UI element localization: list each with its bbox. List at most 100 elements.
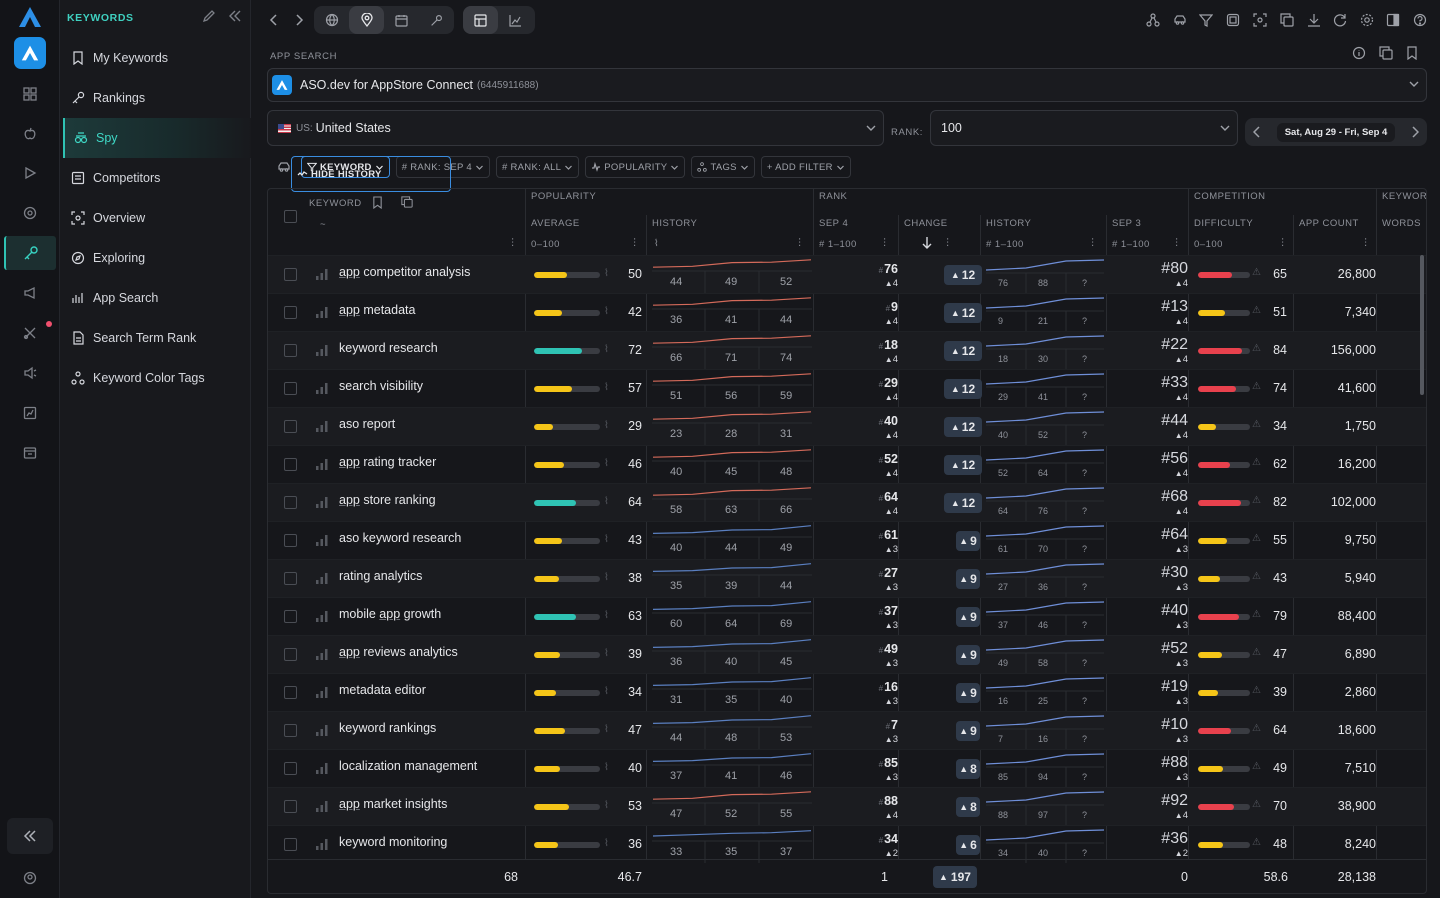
tools-icon[interactable] bbox=[20, 323, 40, 343]
copy-header-icon[interactable] bbox=[401, 196, 413, 208]
sort-desc-icon[interactable] bbox=[921, 236, 933, 250]
share-network-icon[interactable] bbox=[1143, 10, 1163, 30]
col-popularity-history[interactable]: HISTORY bbox=[652, 218, 698, 229]
row-checkbox[interactable] bbox=[284, 648, 297, 661]
row-checkbox[interactable] bbox=[284, 382, 297, 395]
sidebar-item-overview[interactable]: Overview bbox=[60, 198, 251, 238]
table-row[interactable]: rating analytics ⌇ 38 35 39 44 #27 ▲3 ▲ 9 27 36? #30… bbox=[268, 559, 1426, 597]
signal-bars-icon[interactable] bbox=[316, 648, 328, 660]
table-row[interactable]: app metadata ⌇ 42 36 41 44 #9 ▲4 ▲ 12 9 21? #13 ▲4 ⚠ 51… bbox=[268, 293, 1426, 331]
sidebar-item-search-term-rank[interactable]: Search Term Rank bbox=[60, 318, 251, 358]
row-checkbox[interactable] bbox=[284, 534, 297, 547]
signal-bars-icon[interactable] bbox=[316, 458, 328, 470]
row-checkbox[interactable] bbox=[284, 610, 297, 623]
col-sep3[interactable]: SEP 3 bbox=[1112, 218, 1142, 229]
signal-bars-icon[interactable] bbox=[316, 800, 328, 812]
apps-grid-icon[interactable] bbox=[20, 84, 40, 104]
app-selector[interactable]: ASO.dev for AppStore Connect (6445911688… bbox=[267, 68, 1427, 102]
table-row[interactable]: localization management ⌇ 40 37 41 46 #85 ▲3 ▲ 8 8… bbox=[268, 749, 1426, 787]
table-row[interactable]: aso keyword research ⌇ 43 40 44 49 #61 ▲3 ▲ 9 61 70… bbox=[268, 521, 1426, 559]
more-icon[interactable]: ⋮ bbox=[630, 237, 640, 248]
filter-icon[interactable] bbox=[1196, 10, 1216, 30]
car-filter-icon[interactable] bbox=[277, 160, 291, 174]
bookmark-icon[interactable] bbox=[1406, 46, 1418, 60]
keyword-text[interactable]: search visibility bbox=[339, 379, 424, 393]
duplicate-icon[interactable] bbox=[1379, 46, 1393, 60]
copy-icon[interactable] bbox=[1277, 10, 1297, 30]
col-app-count[interactable]: APP COUNT bbox=[1299, 218, 1359, 229]
table-row[interactable]: app competitor analysis ⌇ 50 44 49 52 #76 ▲4 ▲ 12… bbox=[268, 255, 1426, 293]
table-row[interactable]: mobile app growth ⌇ 63 60 64 69 #37 ▲3 ▲ 9 37 46? #4… bbox=[268, 597, 1426, 635]
row-checkbox[interactable] bbox=[284, 686, 297, 699]
col-words[interactable]: WORDS bbox=[1382, 218, 1421, 229]
date-range-label[interactable]: Sat, Aug 29 - Fri, Sep 4 bbox=[1276, 122, 1396, 142]
filter-popularity[interactable]: POPULARITY bbox=[585, 156, 686, 178]
collapse-sidebar-icon[interactable] bbox=[228, 9, 242, 23]
prev-date-icon[interactable] bbox=[1253, 126, 1261, 138]
row-checkbox[interactable] bbox=[284, 458, 297, 471]
signal-bars-icon[interactable] bbox=[316, 344, 328, 356]
keyword-text[interactable]: app metadata bbox=[339, 303, 416, 317]
rank-selector[interactable]: 100 bbox=[930, 110, 1238, 146]
row-checkbox[interactable] bbox=[284, 800, 297, 813]
signal-bars-icon[interactable] bbox=[316, 762, 328, 774]
signal-bars-icon[interactable] bbox=[316, 306, 328, 318]
row-checkbox[interactable] bbox=[284, 572, 297, 585]
keyword-text[interactable]: mobile app growth bbox=[339, 607, 442, 621]
row-checkbox[interactable] bbox=[284, 344, 297, 357]
apple-icon[interactable] bbox=[20, 124, 40, 144]
location-pin-icon[interactable] bbox=[349, 6, 384, 34]
more-icon[interactable]: ⋮ bbox=[1088, 237, 1098, 248]
hide-history-button[interactable]: HIDE HISTORY bbox=[291, 156, 451, 192]
filter-tags[interactable]: TAGS bbox=[691, 156, 755, 178]
signal-bars-icon[interactable] bbox=[316, 610, 328, 622]
signal-bars-icon[interactable] bbox=[316, 686, 328, 698]
keyword-text[interactable]: metadata editor bbox=[339, 683, 426, 697]
signal-bars-icon[interactable] bbox=[316, 420, 328, 432]
play-icon[interactable] bbox=[20, 163, 40, 183]
table-row[interactable]: app rating tracker ⌇ 46 40 45 48 #52 ▲4 ▲ 12 52 64?… bbox=[268, 445, 1426, 483]
keyword-text[interactable]: app rating tracker bbox=[339, 455, 437, 469]
next-date-icon[interactable] bbox=[1411, 126, 1419, 138]
signal-bars-icon[interactable] bbox=[316, 496, 328, 508]
sidebar-item-my-keywords[interactable]: My Keywords bbox=[60, 38, 251, 78]
info-icon[interactable] bbox=[1352, 46, 1366, 60]
edit-icon[interactable] bbox=[202, 9, 216, 23]
sidebar-item-app-search[interactable]: App Search bbox=[60, 278, 251, 318]
row-checkbox[interactable] bbox=[284, 724, 297, 737]
col-sep4[interactable]: SEP 4 bbox=[819, 218, 849, 229]
focus-icon[interactable] bbox=[1250, 10, 1270, 30]
add-filter-button[interactable]: + ADD FILTER bbox=[760, 156, 851, 178]
col-keyword[interactable]: KEYWORD bbox=[309, 198, 362, 209]
refresh-icon[interactable] bbox=[1330, 10, 1350, 30]
sidebar-item-rankings[interactable]: Rankings bbox=[60, 78, 251, 118]
row-checkbox[interactable] bbox=[284, 268, 297, 281]
app-icon[interactable] bbox=[14, 37, 46, 69]
col-average[interactable]: AVERAGE bbox=[531, 218, 580, 229]
table-row[interactable]: keyword rankings ⌇ 47 44 48 53 #7 ▲3 ▲ 9 7 16? #10 ▲3… bbox=[268, 711, 1426, 749]
report-icon[interactable] bbox=[20, 403, 40, 423]
collapse-rail-button[interactable] bbox=[7, 818, 53, 854]
more-icon[interactable]: ⋮ bbox=[508, 237, 518, 248]
keyword-text[interactable]: keyword monitoring bbox=[339, 835, 448, 849]
table-row[interactable]: aso report ⌇ 29 23 28 31 #40 ▲4 ▲ 12 40 52? #44 ▲4 ⚠ 34… bbox=[268, 407, 1426, 445]
globe-icon[interactable] bbox=[314, 6, 349, 34]
calendar-icon[interactable] bbox=[384, 6, 419, 34]
sidebar-item-competitors[interactable]: Competitors bbox=[60, 158, 251, 198]
keyword-text[interactable]: aso keyword research bbox=[339, 531, 462, 545]
signal-bars-icon[interactable] bbox=[316, 838, 328, 850]
table-row[interactable]: search visibility ⌇ 57 51 56 59 #29 ▲4 ▲ 12 29 41? #… bbox=[268, 369, 1426, 407]
keyword-text[interactable]: app store ranking bbox=[339, 493, 436, 507]
keywords-key-icon[interactable] bbox=[4, 236, 56, 270]
store-icon[interactable] bbox=[20, 443, 40, 463]
bookmark-header-icon[interactable] bbox=[372, 196, 383, 209]
table-row[interactable]: metadata editor ⌇ 34 31 35 40 #16 ▲3 ▲ 9 16 25? #19 ▲… bbox=[268, 673, 1426, 711]
keyword-text[interactable]: app reviews analytics bbox=[339, 645, 458, 659]
col-rank-history[interactable]: HISTORY bbox=[986, 218, 1032, 229]
table-view-icon[interactable] bbox=[463, 6, 498, 34]
broadcast-icon[interactable] bbox=[20, 363, 40, 383]
forward-icon[interactable] bbox=[289, 10, 309, 30]
more-icon[interactable]: ⋮ bbox=[795, 237, 805, 248]
keyword-text[interactable]: app market insights bbox=[339, 797, 448, 811]
keyword-text[interactable]: keyword research bbox=[339, 341, 438, 355]
